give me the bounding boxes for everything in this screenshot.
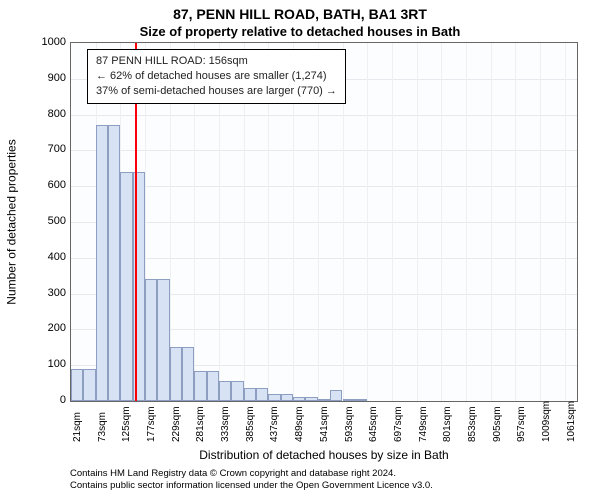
histogram-bar — [71, 369, 83, 401]
annotation-line-2: ← 62% of detached houses are smaller (1,… — [96, 69, 337, 84]
x-tick-label: 905sqm — [492, 406, 503, 442]
y-tick-label: 400 — [30, 251, 66, 263]
x-tick-label: 853sqm — [467, 406, 478, 442]
y-tick-label: 300 — [30, 287, 66, 299]
histogram-bar — [343, 399, 355, 401]
x-tick-label: 125sqm — [121, 406, 132, 442]
x-tick-label: 697sqm — [393, 406, 404, 442]
gridline-vertical — [417, 43, 418, 401]
gridline-horizontal — [71, 222, 577, 223]
histogram-bar — [108, 125, 120, 401]
histogram-bar — [231, 381, 243, 401]
x-tick-label: 489sqm — [294, 406, 305, 442]
histogram-bar — [355, 399, 367, 401]
annotation-line-1: 87 PENN HILL ROAD: 156sqm — [96, 54, 337, 69]
x-tick-label: 229sqm — [171, 406, 182, 442]
y-tick-label: 800 — [30, 108, 66, 120]
gridline-horizontal — [71, 115, 577, 116]
histogram-bar — [305, 397, 317, 401]
histogram-bar — [268, 394, 280, 401]
gridline-vertical — [565, 43, 566, 401]
attribution-line-1: Contains HM Land Registry data © Crown c… — [70, 468, 578, 480]
histogram-bar — [157, 279, 169, 401]
gridline-vertical — [515, 43, 516, 401]
histogram-bar — [170, 347, 182, 401]
chart-title: 87, PENN HILL ROAD, BATH, BA1 3RT — [0, 6, 600, 22]
histogram-bar — [207, 371, 219, 401]
gridline-vertical — [540, 43, 541, 401]
gridline-vertical — [367, 43, 368, 401]
plot-area: 87 PENN HILL ROAD: 156sqm← 62% of detach… — [70, 42, 578, 402]
histogram-bar — [330, 390, 342, 401]
x-tick-label: 541sqm — [319, 406, 330, 442]
x-tick-label: 1061sqm — [566, 401, 577, 442]
chart-container: 87, PENN HILL ROAD, BATH, BA1 3RT Size o… — [0, 0, 600, 500]
histogram-bar — [145, 279, 157, 401]
histogram-bar — [120, 172, 132, 401]
x-tick-label: 437sqm — [269, 406, 280, 442]
histogram-bar — [182, 347, 194, 401]
gridline-vertical — [441, 43, 442, 401]
y-tick-label: 100 — [30, 358, 66, 370]
y-tick-label: 200 — [30, 322, 66, 334]
histogram-bar — [96, 125, 108, 401]
histogram-bar — [219, 381, 231, 401]
y-tick-label: 500 — [30, 215, 66, 227]
gridline-horizontal — [71, 186, 577, 187]
attribution: Contains HM Land Registry data © Crown c… — [70, 468, 578, 492]
gridline-vertical — [491, 43, 492, 401]
x-tick-label: 1009sqm — [541, 401, 552, 442]
gridline-vertical — [392, 43, 393, 401]
histogram-bar — [244, 388, 256, 401]
annotation-line-3: 37% of semi-detached houses are larger (… — [96, 84, 337, 99]
histogram-bar — [281, 394, 293, 401]
x-tick-label: 385sqm — [245, 406, 256, 442]
histogram-bar — [83, 369, 95, 401]
histogram-bar — [194, 371, 206, 401]
gridline-horizontal — [71, 258, 577, 259]
x-tick-label: 749sqm — [418, 406, 429, 442]
gridline-vertical — [466, 43, 467, 401]
y-axis-label: Number of detached properties — [2, 42, 22, 402]
x-tick-label: 333sqm — [220, 406, 231, 442]
annotation-box: 87 PENN HILL ROAD: 156sqm← 62% of detach… — [87, 49, 346, 104]
x-tick-label: 177sqm — [146, 406, 157, 442]
y-tick-label: 1000 — [30, 36, 66, 48]
histogram-bar — [318, 399, 330, 401]
y-tick-label: 0 — [30, 394, 66, 406]
x-tick-label: 593sqm — [344, 406, 355, 442]
x-tick-label: 645sqm — [368, 406, 379, 442]
y-tick-label: 900 — [30, 72, 66, 84]
gridline-horizontal — [71, 150, 577, 151]
attribution-line-2: Contains public sector information licen… — [70, 480, 578, 492]
histogram-bar — [293, 397, 305, 401]
x-axis-label: Distribution of detached houses by size … — [70, 448, 578, 462]
y-tick-label: 700 — [30, 143, 66, 155]
x-tick-label: 801sqm — [442, 406, 453, 442]
x-tick-label: 21sqm — [72, 412, 83, 442]
histogram-bar — [256, 388, 268, 401]
x-tick-label: 281sqm — [195, 406, 206, 442]
y-axis-label-text: Number of detached properties — [5, 139, 19, 304]
x-tick-label: 957sqm — [516, 406, 527, 442]
x-tick-label: 73sqm — [97, 412, 108, 442]
y-tick-label: 600 — [30, 179, 66, 191]
chart-subtitle: Size of property relative to detached ho… — [0, 24, 600, 39]
